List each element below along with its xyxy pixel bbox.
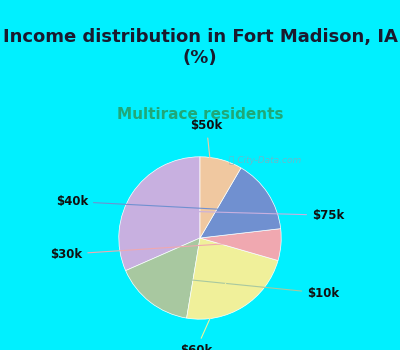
- Text: $30k: $30k: [50, 242, 248, 261]
- Text: $60k: $60k: [180, 283, 226, 350]
- Text: $40k: $40k: [56, 195, 239, 210]
- Text: Income distribution in Fort Madison, IA
(%): Income distribution in Fort Madison, IA …: [2, 28, 398, 67]
- Wedge shape: [126, 238, 200, 318]
- Text: Ⓜ City-Data.com: Ⓜ City-Data.com: [229, 156, 301, 165]
- Wedge shape: [200, 229, 281, 260]
- Wedge shape: [119, 157, 200, 271]
- Text: Multirace residents: Multirace residents: [117, 107, 283, 122]
- Text: $75k: $75k: [161, 209, 344, 222]
- Wedge shape: [200, 168, 281, 238]
- Text: $10k: $10k: [172, 278, 339, 300]
- Text: $50k: $50k: [190, 119, 223, 187]
- Wedge shape: [187, 238, 278, 319]
- Wedge shape: [200, 157, 241, 238]
